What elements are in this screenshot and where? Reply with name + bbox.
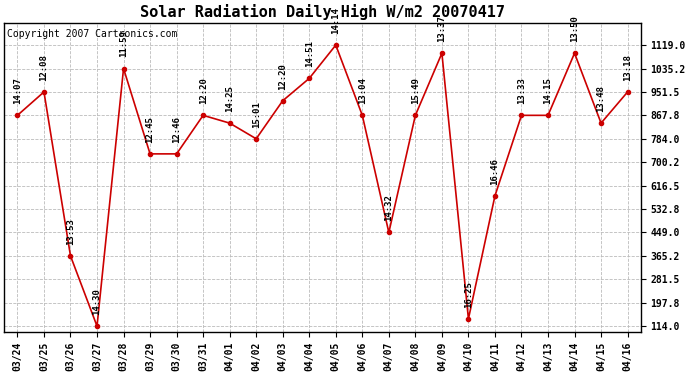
Text: Copyright 2007 Cartronics.com: Copyright 2007 Cartronics.com: [8, 29, 178, 39]
Text: 13:53: 13:53: [66, 218, 75, 244]
Text: 13:04: 13:04: [358, 77, 367, 104]
Text: 13:37: 13:37: [437, 15, 446, 42]
Text: 12:08: 12:08: [39, 54, 48, 81]
Text: 12:20: 12:20: [278, 63, 287, 90]
Text: 11:59: 11:59: [119, 30, 128, 57]
Title: Solar Radiation Daily High W/m2 20070417: Solar Radiation Daily High W/m2 20070417: [140, 4, 505, 20]
Text: 14:15: 14:15: [544, 77, 553, 104]
Text: 13:48: 13:48: [597, 85, 606, 112]
Text: 13:50: 13:50: [570, 15, 579, 42]
Text: 13:33: 13:33: [517, 77, 526, 104]
Text: 14:32: 14:32: [384, 194, 393, 221]
Text: 13:18: 13:18: [623, 54, 632, 81]
Text: 12:45: 12:45: [146, 116, 155, 142]
Text: 14:51: 14:51: [305, 40, 314, 67]
Text: 15:01: 15:01: [252, 100, 261, 128]
Text: 14:07: 14:07: [13, 77, 22, 104]
Text: 15:49: 15:49: [411, 77, 420, 104]
Text: 16:25: 16:25: [464, 281, 473, 308]
Text: 12:20: 12:20: [199, 77, 208, 104]
Text: 16:46: 16:46: [491, 158, 500, 184]
Text: 12:46: 12:46: [172, 116, 181, 142]
Text: 14:25: 14:25: [225, 85, 234, 112]
Text: 14:30: 14:30: [92, 288, 101, 315]
Text: 14:14: 14:14: [331, 7, 340, 34]
